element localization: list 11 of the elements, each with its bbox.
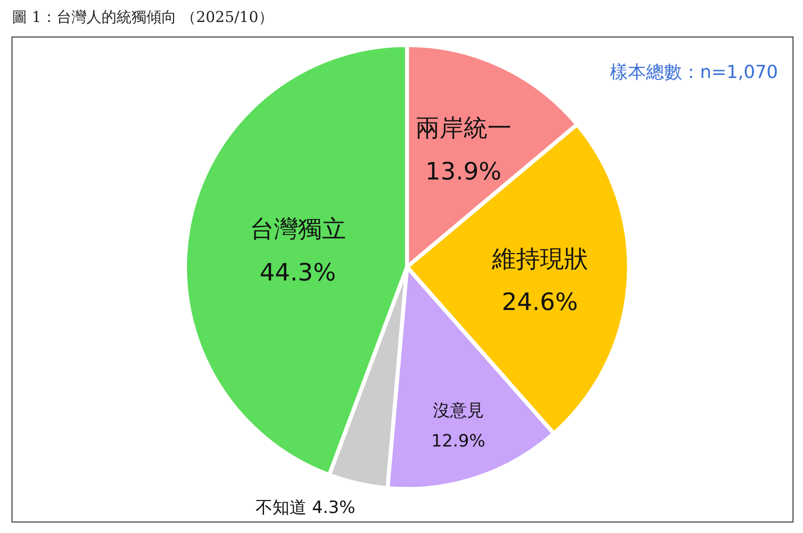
slice-label: 沒意見 [432, 400, 484, 421]
data-label: 24.6% [502, 288, 578, 316]
chart-title: 圖 1：台灣人的統獨傾向 （2025/10） [12, 8, 274, 26]
data-label: 12.9% [431, 432, 486, 452]
slice-label: 台灣獨立 [250, 215, 346, 244]
text: 樣本總數：n=1,070 [610, 62, 778, 83]
slice-label: 維持現狀 [490, 244, 588, 273]
data-label: 13.9% [425, 157, 502, 186]
slice-label: 不知道 4.3% [256, 498, 356, 518]
data-label: 44.3% [260, 258, 336, 286]
slice-label: 兩岸統一 [415, 114, 512, 142]
